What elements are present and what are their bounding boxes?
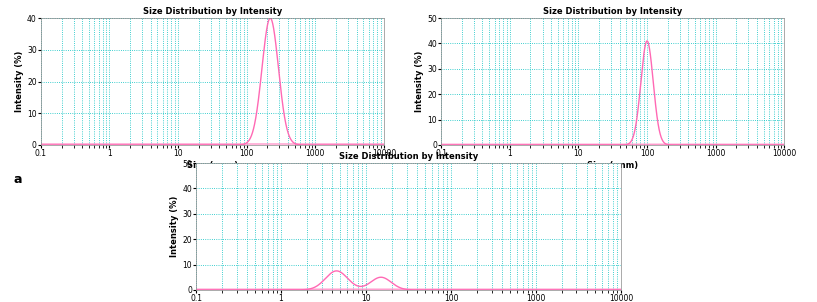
Y-axis label: Intensity (%): Intensity (%) xyxy=(416,51,425,112)
Text: a: a xyxy=(13,173,22,186)
Text: b: b xyxy=(413,173,422,186)
Title: Size Distribution by Intensity: Size Distribution by Intensity xyxy=(543,7,682,16)
Title: Size Distribution by Intensity: Size Distribution by Intensity xyxy=(143,7,282,16)
Title: Size Distribution by Intensity: Size Distribution by Intensity xyxy=(339,152,478,161)
Y-axis label: Intensity (%): Intensity (%) xyxy=(16,51,25,112)
Y-axis label: Intensity (%): Intensity (%) xyxy=(171,196,180,257)
X-axis label: Size (r.nm): Size (r.nm) xyxy=(587,161,638,170)
X-axis label: Size (r.nm): Size (r.nm) xyxy=(187,161,238,170)
